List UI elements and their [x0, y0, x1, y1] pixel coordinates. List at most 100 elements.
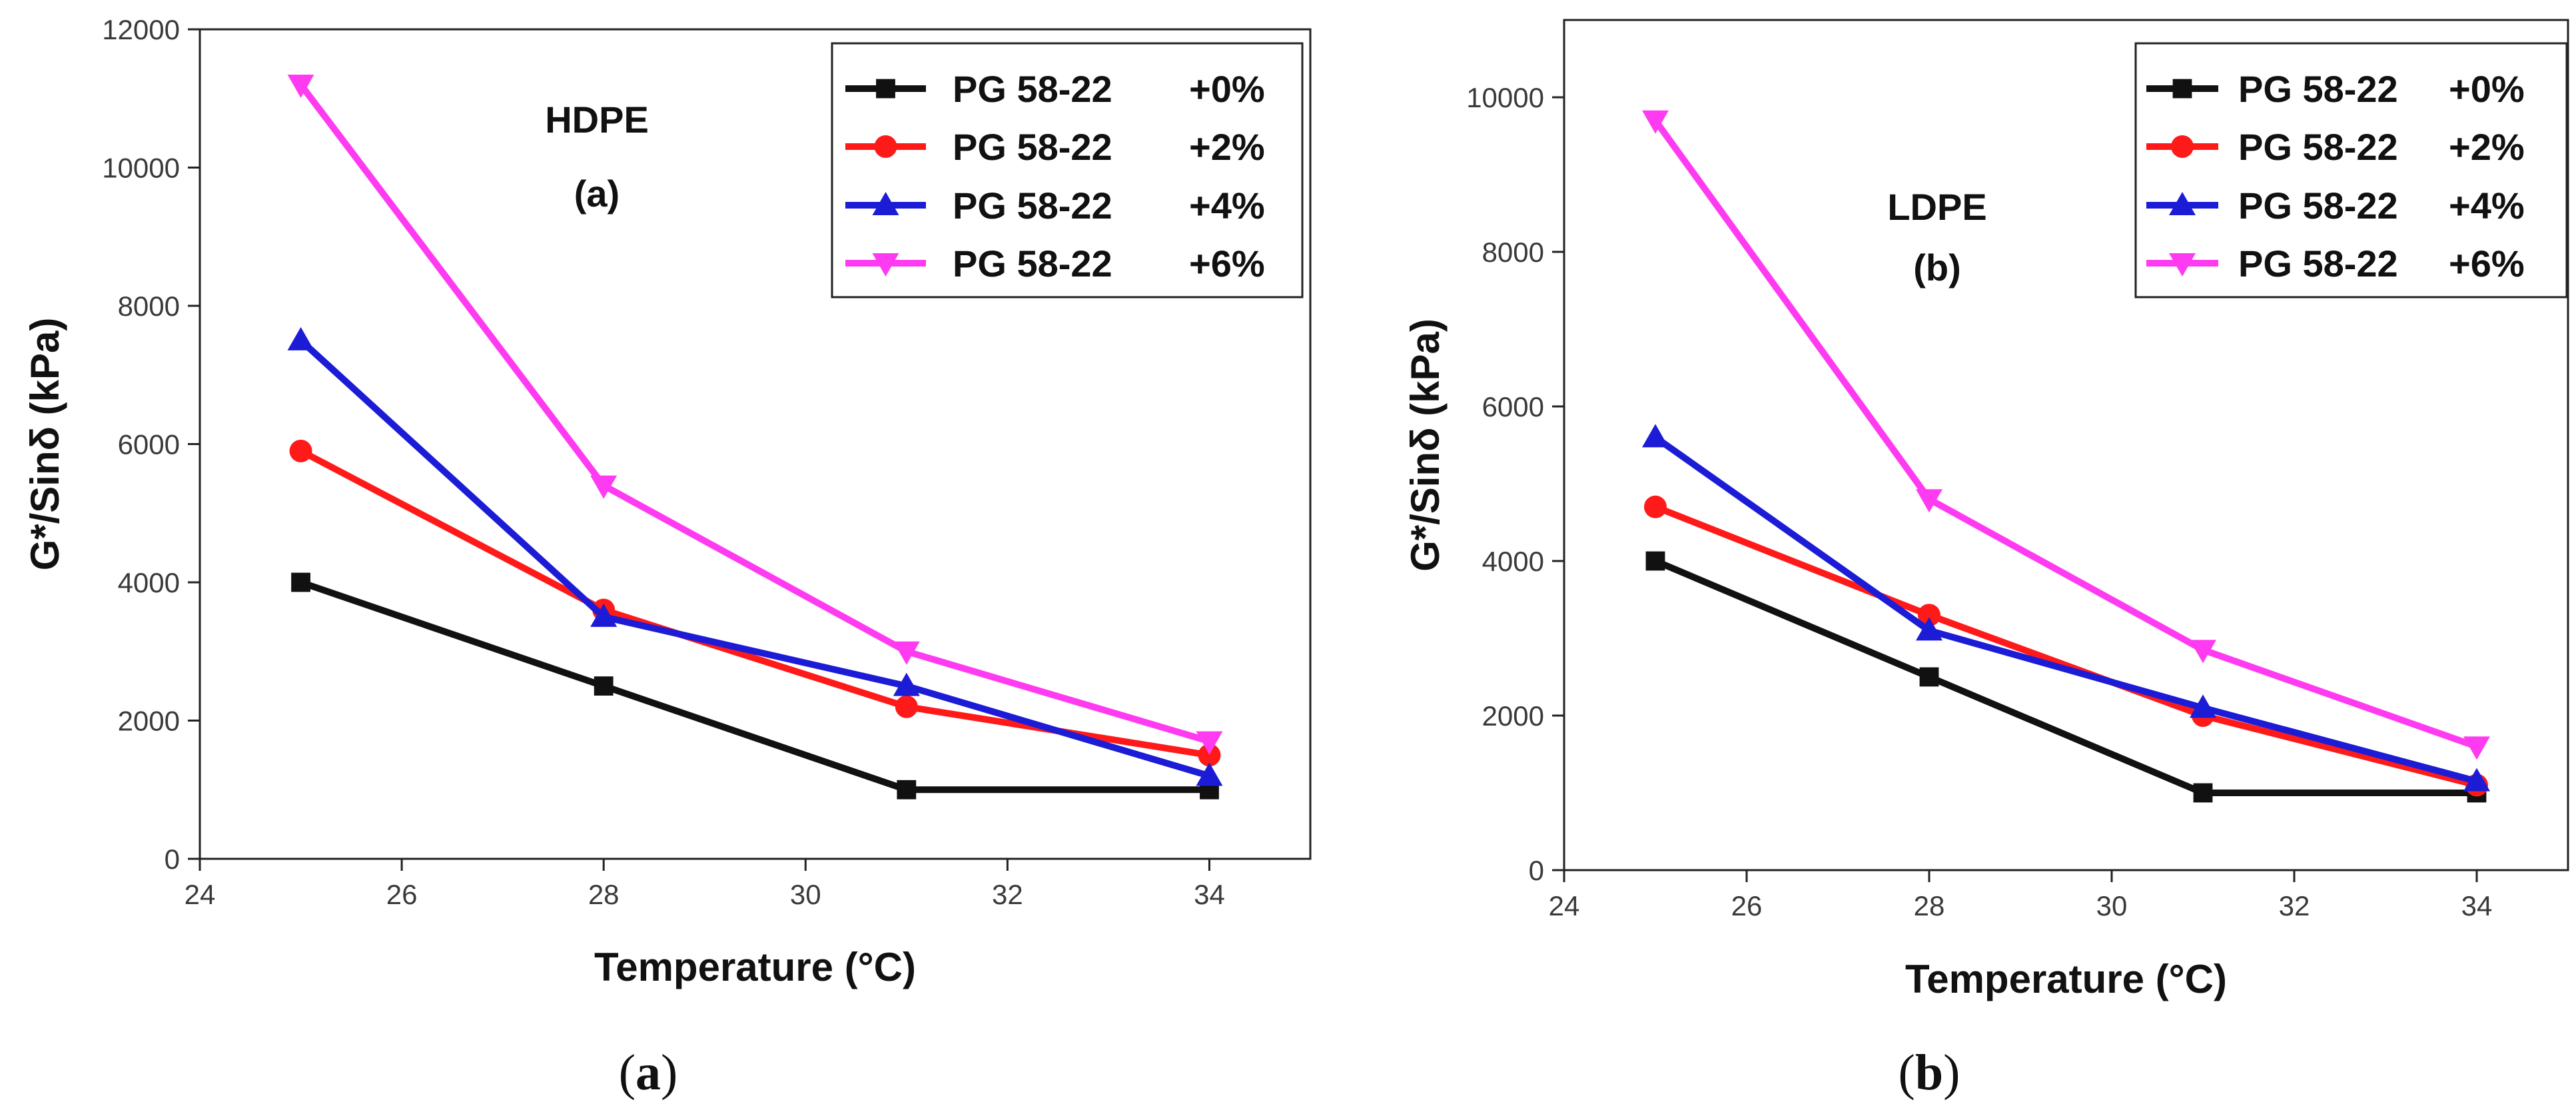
panel-caption: (a)	[619, 1045, 678, 1101]
data-point	[291, 572, 310, 592]
legend-entry-name: PG 58-22	[2238, 243, 2398, 284]
legend-entry-name: PG 58-22	[953, 185, 1112, 227]
data-point	[2193, 783, 2213, 803]
data-point	[590, 603, 618, 627]
data-point	[594, 676, 614, 696]
data-point	[897, 780, 917, 800]
legend-swatch-marker	[876, 79, 895, 99]
y-tick-label: 12000	[102, 14, 180, 45]
legend-entry-name: PG 58-22	[953, 68, 1112, 110]
legend-entry-suffix: +6%	[1189, 243, 1265, 284]
caption-letter: a	[636, 1045, 661, 1101]
data-point	[1642, 424, 1669, 448]
data-point	[1198, 744, 1221, 767]
x-tick-label: 34	[1194, 879, 1225, 910]
data-point	[2190, 694, 2216, 718]
data-point	[1645, 551, 1665, 571]
plot-frame	[1563, 19, 2569, 871]
data-point	[590, 475, 618, 499]
data-point	[1196, 762, 1223, 786]
panel-label: (b)	[1913, 247, 1961, 288]
legend-entry-suffix: +6%	[2449, 243, 2525, 284]
legend-entry-suffix: +0%	[2449, 68, 2525, 110]
legend-entry-name: PG 58-22	[2238, 126, 2398, 168]
data-point	[1916, 489, 1942, 513]
legend-entry-suffix: +0%	[1189, 68, 1265, 110]
legend-entry-name: PG 58-22	[2238, 185, 2398, 227]
x-tick-label: 34	[2461, 890, 2493, 921]
data-point	[2190, 640, 2216, 664]
legend-entry-name: PG 58-22	[953, 243, 1112, 284]
x-tick-label: 32	[2279, 890, 2310, 921]
caption-close-paren: )	[1943, 1045, 1960, 1101]
caption-open-paren: (	[619, 1045, 636, 1101]
legend-swatch-marker	[2171, 135, 2194, 158]
x-tick-label: 26	[386, 879, 418, 910]
x-tick-label: 30	[2096, 890, 2128, 921]
data-point	[2463, 736, 2490, 760]
data-point	[1918, 604, 1940, 627]
x-tick-label: 30	[790, 879, 821, 910]
data-point	[287, 326, 314, 350]
data-point	[893, 641, 920, 665]
series-line	[299, 448, 1210, 759]
legend-entry-suffix: +2%	[1189, 126, 1265, 168]
panel-label: (a)	[574, 173, 620, 215]
x-tick-label: 28	[1914, 890, 1945, 921]
x-tick-label: 24	[1549, 890, 1580, 921]
legend-swatch-marker	[872, 253, 899, 277]
y-tick-label: 10000	[102, 153, 180, 184]
chart-panel-b: 24 26 28 30 32 34 0 2000 4000 6000 8000 10000 Temper…	[1403, 19, 2569, 1101]
data-point	[1919, 667, 1939, 687]
y-tick-label: 6000	[1482, 391, 1544, 422]
legend-swatch-marker	[2169, 253, 2196, 277]
series-line	[299, 579, 1210, 794]
legend-entry-name: PG 58-22	[953, 126, 1112, 168]
data-point	[1642, 110, 1669, 134]
x-tick-label: 26	[1731, 890, 1763, 921]
chart-panel-a: 24 26 28 30 32 34 0 2000 4000 6000 8000 10000 12000 T…	[23, 14, 1312, 1101]
x-axis-label: Temperature (°C)	[1905, 957, 2227, 1001]
legend-entry-name: PG 58-22	[2238, 68, 2398, 110]
y-tick-label: 8000	[118, 290, 180, 322]
y-tick-label: 0	[1529, 855, 1544, 886]
data-point	[1644, 495, 1667, 518]
legend-entry-suffix: +4%	[2449, 185, 2525, 227]
legend-swatch-marker	[872, 192, 899, 215]
series-line	[1654, 558, 2477, 796]
y-tick-label: 0	[165, 843, 180, 875]
x-tick-label: 24	[185, 879, 216, 910]
material-annotation: LDPE	[1887, 186, 1986, 228]
data-point	[1916, 617, 1942, 641]
y-tick-label: 6000	[118, 429, 180, 460]
x-tick-label: 28	[588, 879, 620, 910]
data-point	[1196, 731, 1223, 755]
series-line	[1654, 504, 2478, 789]
panel-caption: (b)	[1899, 1045, 1960, 1101]
legend-swatch-marker	[2172, 79, 2192, 99]
data-point	[287, 75, 314, 98]
data-point	[895, 695, 918, 718]
data-point	[2463, 768, 2490, 792]
legend-entry-suffix: +2%	[2449, 126, 2525, 168]
y-tick-label: 4000	[1482, 546, 1544, 577]
y-axis-label: G*/Sinδ (kPa)	[23, 318, 67, 571]
y-axis-label: G*/Sinδ (kPa)	[1403, 318, 1448, 572]
caption-close-paren: )	[661, 1045, 677, 1101]
data-point	[893, 672, 920, 696]
y-tick-label: 4000	[118, 567, 180, 598]
x-tick-label: 32	[992, 879, 1023, 910]
legend-swatch-marker	[2169, 192, 2196, 215]
series-line	[298, 338, 1210, 780]
y-tick-label: 8000	[1482, 237, 1544, 268]
caption-letter: b	[1915, 1045, 1943, 1101]
series-line	[1652, 118, 2478, 750]
y-tick-label: 2000	[118, 706, 180, 737]
caption-open-paren: (	[1899, 1045, 1915, 1101]
legend-swatch-marker	[874, 135, 897, 158]
series-line	[298, 82, 1210, 745]
material-annotation: HDPE	[545, 99, 649, 141]
legend-entry-suffix: +4%	[1189, 185, 1265, 227]
x-axis-label: Temperature (°C)	[594, 945, 916, 989]
